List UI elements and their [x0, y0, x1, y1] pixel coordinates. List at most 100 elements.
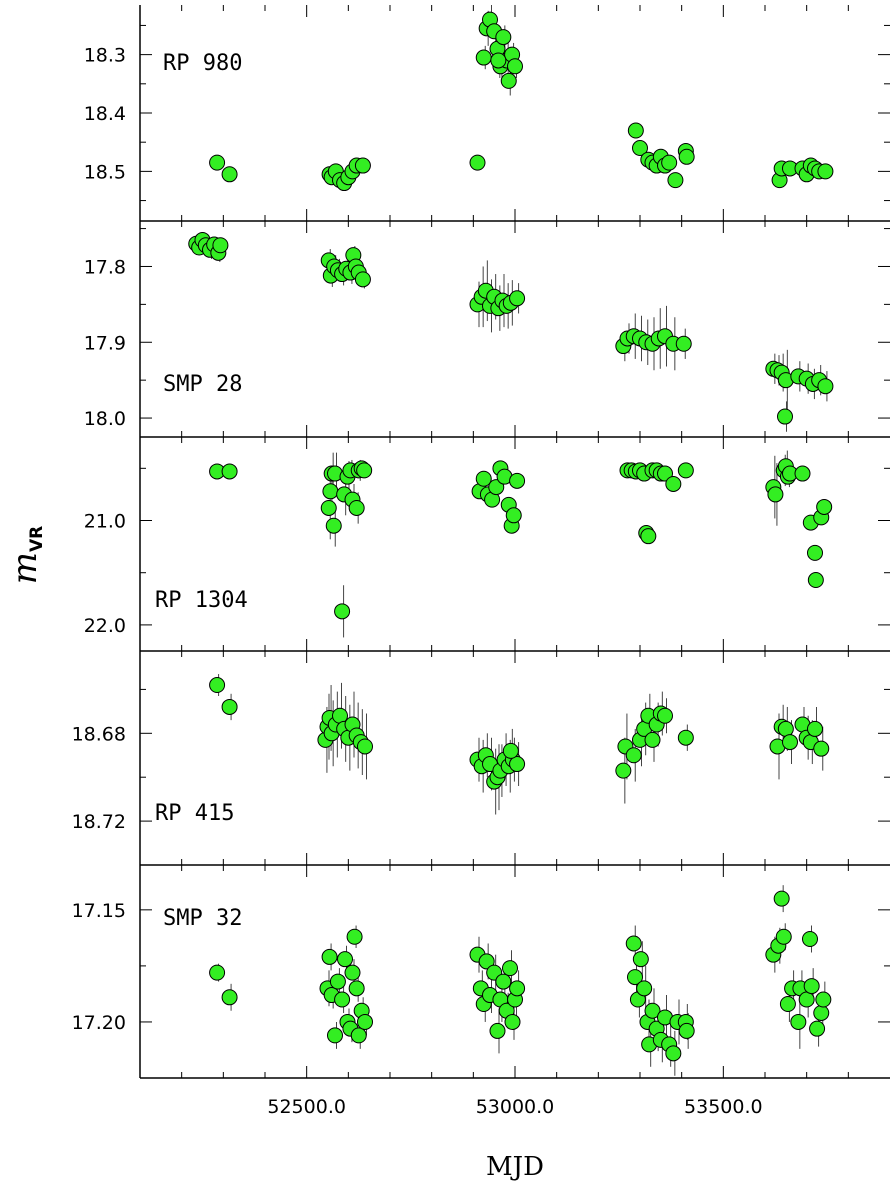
y-axis-title-main: m — [5, 552, 45, 584]
data-point — [344, 964, 361, 981]
data-point — [354, 271, 371, 288]
y-tick-label: 18.5 — [84, 161, 126, 183]
data-point — [661, 154, 678, 171]
x-axis: 52500.0 53000.0 53500.0 — [267, 1096, 762, 1118]
data-point — [817, 378, 834, 395]
svg-text:mVR: mVR — [5, 526, 47, 585]
data-point — [509, 980, 526, 997]
data-point — [782, 734, 798, 751]
data-point — [209, 964, 226, 981]
data-point — [798, 991, 815, 1008]
panel-label: RP 1304 — [155, 588, 248, 613]
y-tick-label: 18.4 — [84, 103, 126, 125]
data-point — [475, 470, 492, 487]
data-point — [350, 1027, 367, 1044]
y-tick-label: 21.0 — [84, 511, 126, 533]
data-point — [505, 507, 522, 524]
data-point — [625, 935, 642, 952]
y-tick-label: 17.20 — [72, 1012, 126, 1034]
x-axis-title: MJD — [486, 1152, 544, 1182]
data-point — [803, 978, 820, 995]
data-point — [807, 544, 823, 561]
data-point — [357, 738, 373, 755]
data-point — [813, 1004, 830, 1021]
data-point — [209, 154, 226, 171]
data-point — [475, 49, 492, 66]
data-point — [767, 486, 784, 503]
data-point — [322, 483, 339, 500]
panel-3: 18.68 18.72 RP 415 — [72, 651, 890, 866]
y-axis-title: mVR — [5, 526, 47, 585]
data-point — [807, 572, 824, 589]
data-point — [221, 989, 238, 1006]
data-point — [221, 463, 238, 480]
data-point — [657, 465, 673, 482]
panel-label: RP 415 — [155, 801, 234, 826]
data-point — [665, 475, 682, 492]
data-point — [677, 462, 694, 479]
data-point — [817, 163, 834, 180]
data-point — [779, 996, 796, 1013]
data-point — [678, 148, 695, 165]
data-point — [221, 698, 238, 715]
data-point — [209, 677, 226, 694]
data-point — [509, 472, 526, 489]
panel-label: RP 980 — [163, 51, 242, 76]
data-point — [478, 953, 495, 970]
data-point — [625, 747, 642, 764]
data-point — [627, 122, 644, 139]
data-point — [813, 740, 830, 757]
data-point — [677, 729, 694, 746]
data-point — [469, 154, 486, 171]
data-point — [794, 465, 811, 482]
y-axis-title-subscript: VR — [27, 526, 47, 552]
panels: 18.3 18.4 18.5 RP 980 17.8 17.9 18.0 SMP 28 21.0… — [72, 5, 890, 1079]
data-point — [334, 603, 351, 620]
data-point — [509, 290, 526, 307]
data-point — [640, 528, 657, 545]
data-point — [346, 928, 363, 945]
data-point — [212, 237, 229, 254]
data-point — [665, 1045, 682, 1062]
data-point — [509, 756, 526, 773]
y-tick-label: 18.3 — [84, 45, 126, 67]
data-point — [357, 1013, 373, 1030]
data-point — [504, 1013, 521, 1030]
data-point — [356, 462, 373, 479]
data-point — [657, 707, 673, 724]
data-point — [495, 973, 512, 990]
data-point — [815, 991, 832, 1008]
y-tick-label: 17.8 — [84, 256, 126, 278]
data-point — [495, 29, 512, 46]
x-tick-label: 53000.0 — [476, 1096, 555, 1118]
data-point — [500, 72, 517, 89]
data-point — [773, 890, 790, 907]
data-point — [644, 1002, 661, 1019]
panel-2: 21.0 22.0 RP 1304 — [84, 437, 890, 652]
data-point — [667, 172, 684, 189]
data-point — [775, 928, 792, 945]
data-point — [809, 1020, 826, 1037]
data-point — [354, 157, 371, 174]
y-tick-label: 17.9 — [84, 332, 126, 354]
y-tick-label: 18.68 — [72, 723, 126, 745]
data-point — [816, 498, 833, 515]
data-point — [329, 973, 346, 990]
data-point — [632, 140, 648, 157]
data-point — [320, 499, 337, 516]
data-point — [325, 517, 342, 534]
data-point — [348, 499, 365, 516]
panel-4: 17.15 17.20 SMP 32 — [72, 865, 890, 1079]
x-tick-label: 52500.0 — [267, 1096, 346, 1118]
x-tick-label: 53500.0 — [684, 1096, 763, 1118]
data-point — [678, 1022, 695, 1039]
panel-label: SMP 32 — [163, 906, 242, 931]
data-point — [627, 969, 643, 986]
data-point — [502, 742, 519, 759]
data-point — [644, 731, 661, 748]
panel-1: 17.8 17.9 18.0 SMP 28 — [84, 221, 890, 438]
data-point — [337, 951, 353, 968]
data-point — [502, 960, 518, 977]
y-tick-label: 18.0 — [84, 408, 126, 430]
